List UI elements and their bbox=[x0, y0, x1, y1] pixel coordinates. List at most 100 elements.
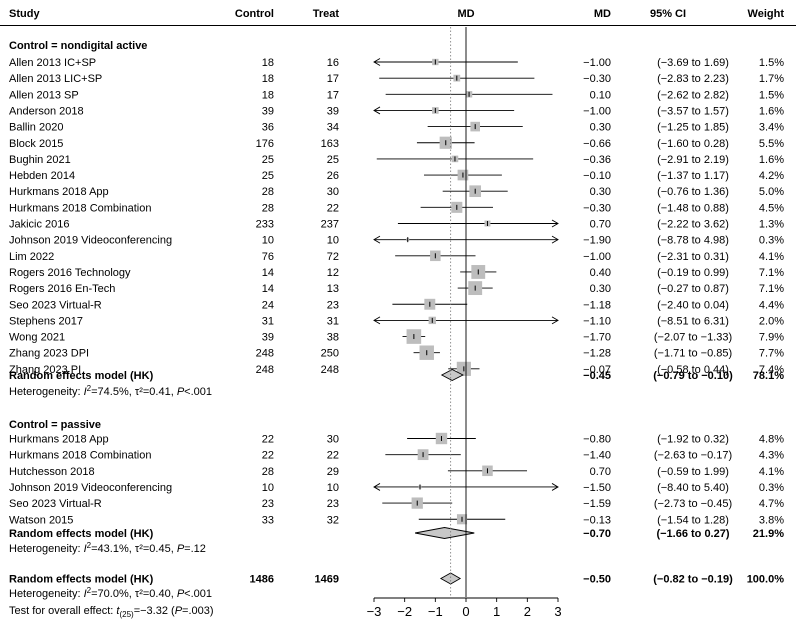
study-control-n: 22 bbox=[262, 450, 274, 462]
i2-symbol: I bbox=[84, 588, 87, 600]
heterogeneity-prefix: Heterogeneity: bbox=[9, 543, 84, 555]
x-tick-label: 2 bbox=[524, 604, 531, 619]
study-treat-n: 237 bbox=[321, 219, 339, 231]
ci-arrow-left bbox=[373, 58, 381, 66]
study-weight: 5.5% bbox=[759, 138, 784, 150]
p-symbol: P bbox=[177, 543, 185, 555]
study-weight: 3.8% bbox=[759, 514, 784, 526]
study-weight: 0.3% bbox=[759, 235, 784, 247]
study-treat-n: 248 bbox=[321, 364, 339, 376]
ci-arrow-left bbox=[373, 106, 381, 115]
i2-symbol: I bbox=[84, 386, 87, 398]
summary-ci: (−0.79 to −0.10) bbox=[653, 370, 733, 382]
study-ci: (−1.60 to 0.28) bbox=[657, 138, 729, 150]
study-control-n: 28 bbox=[262, 202, 274, 214]
ci-arrow-left bbox=[373, 316, 381, 325]
x-tick-label: −2 bbox=[397, 604, 412, 619]
study-md: −1.28 bbox=[583, 348, 611, 360]
study-treat-n: 30 bbox=[327, 186, 339, 198]
study-md: 0.70 bbox=[590, 219, 611, 231]
study-label: Jakicic 2016 bbox=[9, 219, 70, 231]
study-md: −1.40 bbox=[583, 450, 611, 462]
study-label: Allen 2013 SP bbox=[9, 89, 79, 101]
summary-label: Random effects model (HK) bbox=[9, 370, 154, 382]
study-label: Hurkmans 2018 Combination bbox=[9, 202, 151, 214]
summary-diamond bbox=[440, 368, 464, 382]
study-treat-n: 39 bbox=[327, 105, 339, 117]
study-md: 0.30 bbox=[590, 122, 611, 134]
study-md: −0.66 bbox=[583, 138, 611, 150]
study-ci: (−1.48 to 0.88) bbox=[657, 202, 729, 214]
study-ci: (−3.69 to 1.69) bbox=[657, 57, 729, 69]
study-label: Lim 2022 bbox=[9, 251, 54, 263]
heterogeneity-p: =.12 bbox=[184, 543, 206, 555]
study-label: Hurkmans 2018 App bbox=[9, 434, 109, 446]
study-treat-n: 17 bbox=[327, 73, 339, 85]
study-md: −0.36 bbox=[583, 154, 611, 166]
study-control-n: 76 bbox=[262, 251, 274, 263]
study-weight: 1.5% bbox=[759, 57, 784, 69]
overall-effect-test: Test for overall effect: t(25)=−3.32 (P=… bbox=[9, 605, 214, 619]
study-ci: (−0.19 to 0.99) bbox=[657, 267, 729, 279]
overall-heterogeneity-line: Heterogeneity: I2=70.0%, τ²=0.40, P<.001 bbox=[9, 586, 212, 600]
study-label: Hutchesson 2018 bbox=[9, 466, 95, 478]
study-ci: (−2.07 to −1.33) bbox=[654, 332, 732, 344]
study-label: Seo 2023 Virtual-R bbox=[9, 498, 102, 510]
study-weight: 2.0% bbox=[759, 315, 784, 327]
total-treat-n: 1469 bbox=[315, 574, 339, 586]
ci-arrow-left bbox=[373, 483, 381, 491]
summary-label: Random effects model (HK) bbox=[9, 528, 154, 540]
summary-label: Random effects model (HK) bbox=[9, 574, 154, 586]
study-weight: 7.7% bbox=[759, 348, 784, 360]
study-ci: (−8.40 to 5.40) bbox=[657, 482, 729, 494]
study-treat-n: 32 bbox=[327, 514, 339, 526]
study-md: 0.30 bbox=[590, 283, 611, 295]
group-title: Control = nondigital active bbox=[9, 40, 147, 52]
study-label: Zhang 2023 PI bbox=[9, 364, 81, 376]
study-md: −1.90 bbox=[583, 235, 611, 247]
study-label: Watson 2015 bbox=[9, 514, 73, 526]
study-ci: (−0.76 to 1.36) bbox=[657, 186, 729, 198]
study-md: −0.07 bbox=[583, 364, 611, 376]
x-tick-label: −3 bbox=[367, 604, 382, 619]
study-treat-n: 38 bbox=[327, 332, 339, 344]
overall-effect-prefix: Test for overall effect: bbox=[9, 605, 116, 617]
study-weight: 7.1% bbox=[759, 267, 784, 279]
study-weight: 4.1% bbox=[759, 251, 784, 263]
study-md: −0.30 bbox=[583, 202, 611, 214]
study-ci: (−2.63 to −0.17) bbox=[654, 450, 732, 462]
study-treat-n: 30 bbox=[327, 434, 339, 446]
heterogeneity-p: <.001 bbox=[184, 588, 212, 600]
header-md: MD bbox=[594, 8, 611, 20]
study-treat-n: 17 bbox=[327, 89, 339, 101]
summary-weight: 100.0% bbox=[747, 574, 785, 586]
summary-md: −0.45 bbox=[583, 370, 611, 382]
study-md: −1.59 bbox=[583, 498, 611, 510]
study-ci: (−2.22 to 3.62) bbox=[657, 219, 729, 231]
study-treat-n: 23 bbox=[327, 299, 339, 311]
heterogeneity-stats: =70.0%, τ²=0.40, bbox=[91, 588, 177, 600]
study-weight: 4.8% bbox=[759, 434, 784, 446]
p-symbol: P bbox=[175, 605, 183, 617]
study-ci: (−2.62 to 2.82) bbox=[657, 89, 729, 101]
summary-md: −0.50 bbox=[583, 574, 611, 586]
summary-diamond bbox=[439, 572, 462, 585]
heterogeneity-line: Heterogeneity: I2=43.1%, τ²=0.45, P=.12 bbox=[9, 541, 206, 555]
study-ci: (−0.58 to 0.44) bbox=[657, 364, 729, 376]
i2-superscript: 2 bbox=[87, 384, 92, 393]
study-control-n: 28 bbox=[262, 186, 274, 198]
study-weight: 1.6% bbox=[759, 105, 784, 117]
study-label: Allen 2013 LIC+SP bbox=[9, 73, 102, 85]
study-label: Johnson 2019 Videoconferencing bbox=[9, 235, 172, 247]
ci-arrow-right bbox=[551, 316, 559, 325]
study-treat-n: 25 bbox=[327, 154, 339, 166]
study-ci: (−2.31 to 0.31) bbox=[657, 251, 729, 263]
study-treat-n: 12 bbox=[327, 267, 339, 279]
summary-ci: (−1.66 to 0.27) bbox=[656, 528, 729, 540]
study-label: Bughin 2021 bbox=[9, 154, 71, 166]
study-md: 0.10 bbox=[590, 89, 611, 101]
study-ci: (−1.25 to 1.85) bbox=[657, 122, 729, 134]
study-control-n: 18 bbox=[262, 57, 274, 69]
study-ci: (−0.59 to 1.99) bbox=[657, 466, 729, 478]
study-md: −0.30 bbox=[583, 73, 611, 85]
